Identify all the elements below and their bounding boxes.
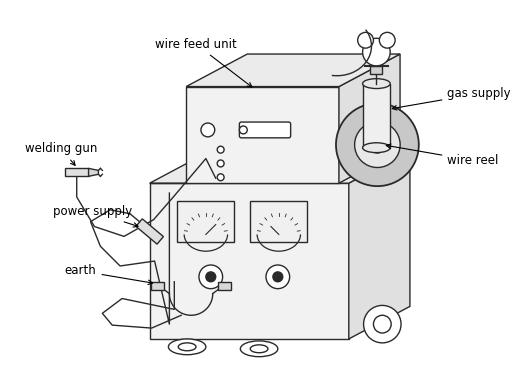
Text: power supply: power supply — [53, 205, 138, 227]
Polygon shape — [186, 86, 339, 183]
Circle shape — [336, 103, 419, 186]
Circle shape — [273, 272, 282, 282]
Text: gas supply: gas supply — [392, 87, 511, 110]
Polygon shape — [218, 282, 232, 290]
Text: earth: earth — [65, 264, 152, 285]
Polygon shape — [151, 282, 165, 290]
Circle shape — [239, 126, 247, 134]
Ellipse shape — [373, 315, 391, 333]
Polygon shape — [150, 183, 349, 339]
Polygon shape — [363, 84, 390, 148]
Polygon shape — [65, 169, 89, 176]
Circle shape — [369, 136, 386, 153]
Circle shape — [201, 123, 215, 137]
Circle shape — [206, 272, 216, 282]
Circle shape — [379, 32, 395, 48]
Polygon shape — [136, 219, 164, 244]
Polygon shape — [349, 151, 410, 339]
Polygon shape — [250, 201, 307, 242]
Text: welding gun: welding gun — [25, 142, 97, 165]
Circle shape — [355, 122, 400, 167]
Polygon shape — [371, 66, 382, 74]
Text: wire feed unit: wire feed unit — [155, 38, 252, 87]
Circle shape — [217, 174, 224, 181]
Circle shape — [266, 265, 289, 289]
Ellipse shape — [241, 341, 278, 357]
Circle shape — [217, 146, 224, 153]
Ellipse shape — [363, 143, 390, 152]
Ellipse shape — [364, 305, 401, 343]
Polygon shape — [339, 54, 400, 183]
Text: wire reel: wire reel — [386, 144, 499, 167]
Circle shape — [217, 160, 224, 167]
Circle shape — [199, 265, 222, 289]
Ellipse shape — [363, 79, 390, 88]
Polygon shape — [89, 169, 98, 176]
Ellipse shape — [168, 339, 206, 355]
Polygon shape — [186, 54, 400, 86]
Ellipse shape — [250, 345, 268, 353]
Circle shape — [358, 32, 373, 48]
Ellipse shape — [178, 343, 196, 351]
Circle shape — [363, 38, 390, 66]
Polygon shape — [177, 201, 235, 242]
Polygon shape — [150, 151, 410, 183]
FancyBboxPatch shape — [239, 122, 290, 138]
